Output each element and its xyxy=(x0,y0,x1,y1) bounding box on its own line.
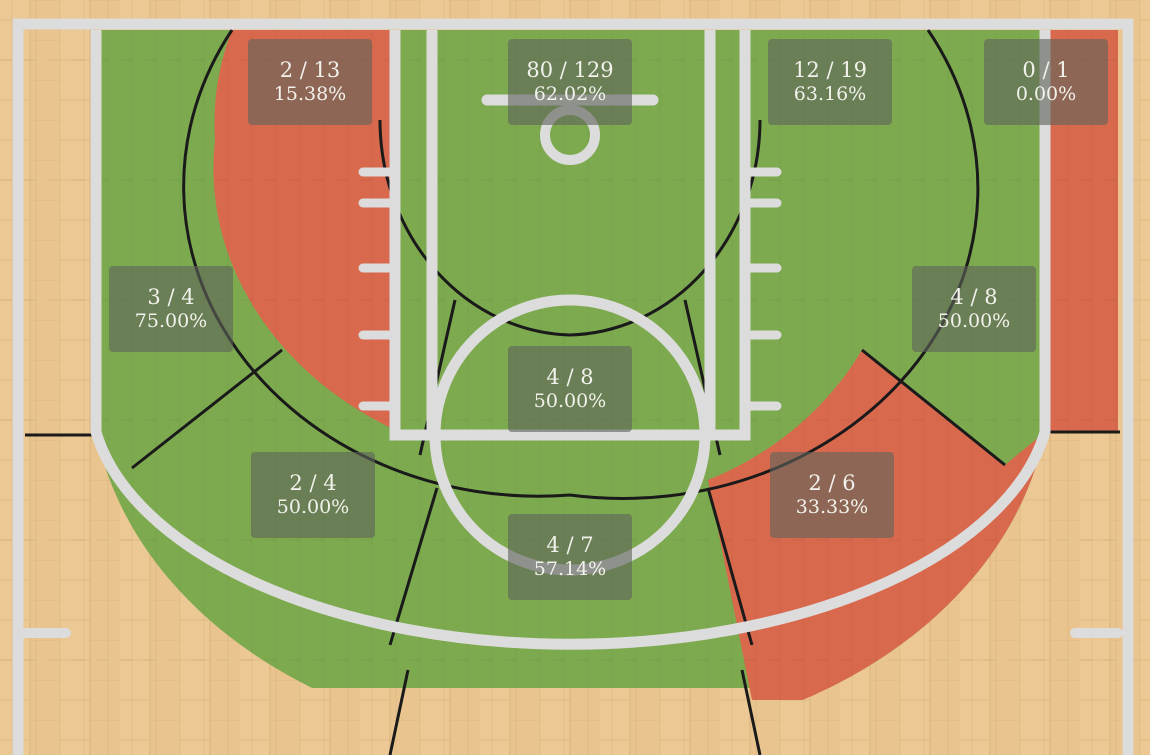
percentage: 15.38% xyxy=(273,83,347,105)
made-attempts: 4 / 8 xyxy=(546,365,594,389)
zone-label-free-throw-mid: 4 / 8 50.00% xyxy=(508,346,632,432)
zone-label-top-three: 4 / 7 57.14% xyxy=(508,514,632,600)
made-attempts: 2 / 13 xyxy=(279,58,341,82)
percentage: 50.00% xyxy=(276,496,350,518)
made-attempts: 80 / 129 xyxy=(526,58,614,82)
court-lines xyxy=(12,18,1134,755)
zone-label-right-wing-three: 3 / 4 75.00% xyxy=(109,266,233,352)
made-attempts: 12 / 19 xyxy=(793,58,867,82)
zone-label-restricted-area: 80 / 129 62.02% xyxy=(508,39,632,125)
made-attempts: 3 / 4 xyxy=(147,285,195,309)
percentage: 33.33% xyxy=(795,496,869,518)
zone-label-left-corner-three: 0 / 1 0.00% xyxy=(984,39,1108,125)
zone-label-top-right-three: 2 / 4 50.00% xyxy=(251,452,375,538)
percentage: 0.00% xyxy=(1015,83,1077,105)
percentage: 50.00% xyxy=(533,390,607,412)
zone-label-right-baseline-mid: 2 / 13 15.38% xyxy=(248,39,372,125)
made-attempts: 2 / 4 xyxy=(289,471,337,495)
percentage: 50.00% xyxy=(937,310,1011,332)
percentage: 57.14% xyxy=(533,558,607,580)
zone-label-left-wing-three: 4 / 8 50.00% xyxy=(912,266,1036,352)
made-attempts: 4 / 8 xyxy=(950,285,998,309)
zone-label-top-left-three: 2 / 6 33.33% xyxy=(770,452,894,538)
percentage: 62.02% xyxy=(533,83,607,105)
made-attempts: 4 / 7 xyxy=(546,533,594,557)
percentage: 63.16% xyxy=(793,83,867,105)
percentage: 75.00% xyxy=(134,310,208,332)
made-attempts: 0 / 1 xyxy=(1022,58,1070,82)
zone-label-left-baseline-mid: 12 / 19 63.16% xyxy=(768,39,892,125)
made-attempts: 2 / 6 xyxy=(808,471,856,495)
